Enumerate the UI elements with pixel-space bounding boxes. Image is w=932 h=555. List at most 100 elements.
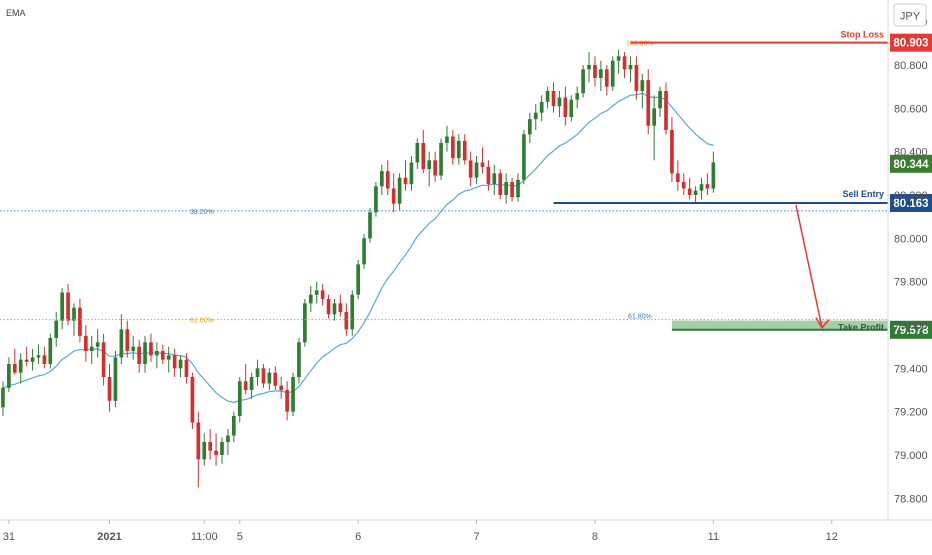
candle-body: [545, 91, 550, 102]
candle-body: [30, 357, 35, 362]
candle: [149, 333, 153, 362]
candle: [468, 151, 473, 187]
candle-body: [338, 303, 343, 312]
candle-body: [232, 416, 236, 436]
candle-body: [184, 359, 189, 377]
candle-body: [66, 292, 70, 321]
candle-body: [433, 160, 437, 176]
candle: [409, 156, 414, 191]
candle: [190, 372, 195, 429]
x-tick-label: 6: [355, 531, 361, 543]
candle: [255, 359, 260, 386]
candle-body: [172, 355, 177, 369]
candle-body: [261, 368, 266, 384]
x-tick-label: 11: [708, 531, 719, 543]
candle: [243, 364, 248, 395]
candle: [362, 234, 366, 269]
candle: [380, 164, 384, 195]
candle: [113, 351, 118, 408]
currency-button-label: JPY: [900, 11, 921, 23]
candle: [78, 299, 82, 343]
fib-618-zone-label: 61.80%: [628, 314, 652, 321]
trade-arrow-shaft: [795, 204, 823, 328]
candle: [95, 329, 100, 358]
candle-body: [78, 307, 82, 336]
candle-body: [687, 188, 692, 195]
candle: [326, 294, 331, 319]
y-tick-label: 79.600: [894, 320, 928, 332]
candle: [687, 177, 692, 200]
candle-body: [7, 364, 11, 388]
stop-loss-label: Stop Loss: [840, 30, 884, 40]
candle-body: [569, 99, 574, 117]
candle-body: [314, 290, 319, 295]
candle: [658, 86, 662, 117]
candle-body: [362, 238, 366, 265]
candle: [12, 348, 17, 375]
candle-body: [202, 442, 207, 460]
candle: [202, 433, 207, 466]
candle-body: [528, 119, 532, 135]
candle-body: [670, 130, 674, 174]
candle-body: [332, 303, 337, 315]
candle-body: [462, 140, 467, 161]
candle: [344, 303, 349, 336]
y-tick-label: 79.000: [894, 450, 928, 462]
candle: [261, 364, 266, 388]
x-tick-label: 8: [592, 531, 598, 543]
candle: [486, 160, 491, 191]
currency-button[interactable]: JPY: [893, 3, 927, 27]
candle: [220, 437, 224, 464]
candle-body: [533, 112, 538, 120]
candle: [226, 429, 230, 455]
candle: [628, 56, 633, 83]
candle: [634, 56, 639, 100]
candle-body: [95, 342, 100, 347]
candle: [593, 56, 597, 87]
candle: [652, 95, 656, 161]
candle: [7, 357, 11, 393]
current-price-tag: [890, 154, 932, 173]
candle: [551, 82, 556, 113]
candle-body: [308, 294, 313, 304]
candle: [587, 52, 591, 83]
candle: [581, 65, 585, 98]
candle: [208, 429, 212, 460]
candle: [48, 333, 53, 369]
candle: [575, 86, 580, 109]
candle: [670, 117, 674, 182]
candle-body: [415, 143, 420, 163]
candle-body: [249, 377, 254, 390]
candle-body: [196, 422, 201, 460]
y-tick-label: 80.400: [894, 147, 928, 159]
x-tick-label: 12: [826, 531, 838, 543]
candle: [640, 73, 645, 109]
candle: [66, 283, 70, 325]
candle-body: [610, 60, 615, 87]
candle: [42, 346, 47, 369]
candle: [84, 325, 88, 362]
y-tick-label: 80.800: [894, 60, 928, 72]
candle-body: [131, 346, 136, 351]
candle: [445, 125, 449, 152]
candle-body: [504, 182, 508, 195]
candle: [681, 173, 686, 195]
candle-body: [297, 342, 301, 377]
candle: [308, 286, 313, 312]
candle-body: [587, 65, 591, 70]
candle-body: [273, 372, 278, 386]
take-profit-zone: [671, 320, 888, 330]
candle-body: [160, 351, 165, 360]
candle-body: [368, 212, 372, 239]
candle-body: [456, 140, 461, 159]
candle: [214, 433, 218, 466]
candle-body: [510, 182, 514, 198]
x-tick-label: 7: [473, 531, 479, 543]
candle: [166, 346, 171, 373]
candle: [433, 151, 437, 182]
candle: [368, 208, 372, 243]
ema-layer: [2, 92, 714, 404]
candle: [338, 294, 343, 317]
candle-body: [119, 329, 124, 358]
